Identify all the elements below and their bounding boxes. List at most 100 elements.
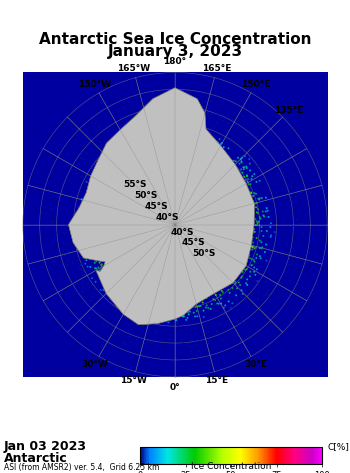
- Point: [108, 272, 114, 279]
- Point: [141, 305, 147, 313]
- Point: [96, 230, 101, 238]
- Point: [122, 120, 128, 127]
- Point: [126, 213, 131, 221]
- Point: [132, 243, 138, 250]
- Point: [118, 193, 124, 201]
- Point: [162, 280, 168, 288]
- Point: [202, 290, 208, 298]
- Point: [201, 269, 206, 276]
- Point: [208, 250, 213, 258]
- Point: [129, 236, 135, 244]
- Point: [136, 303, 141, 311]
- Point: [213, 184, 219, 192]
- Point: [115, 221, 120, 228]
- Point: [116, 269, 121, 277]
- Text: 165°E: 165°E: [202, 64, 231, 73]
- Point: [155, 289, 161, 296]
- Point: [221, 247, 226, 254]
- Point: [198, 150, 204, 158]
- Point: [230, 231, 236, 238]
- Point: [196, 177, 201, 184]
- Point: [90, 186, 95, 193]
- Point: [228, 189, 234, 196]
- Point: [142, 175, 148, 183]
- Text: ASI (from AMSR2) ver. 5.4,  Grid 6.25 km: ASI (from AMSR2) ver. 5.4, Grid 6.25 km: [4, 463, 159, 472]
- Point: [130, 254, 135, 261]
- Point: [88, 238, 93, 246]
- Point: [120, 279, 126, 287]
- Point: [214, 261, 219, 268]
- Point: [140, 187, 145, 194]
- Point: [212, 195, 217, 203]
- Point: [96, 249, 101, 256]
- Point: [104, 205, 110, 212]
- Point: [224, 215, 230, 222]
- Point: [215, 253, 220, 260]
- Point: [236, 232, 241, 240]
- Point: [205, 261, 210, 268]
- Point: [197, 114, 202, 122]
- Point: [224, 180, 229, 188]
- Point: [218, 229, 224, 237]
- Point: [82, 197, 88, 204]
- Point: [206, 133, 212, 141]
- Point: [236, 194, 242, 202]
- Point: [179, 153, 184, 161]
- Point: [217, 191, 223, 198]
- Point: [102, 159, 107, 167]
- Point: [223, 228, 229, 235]
- Point: [134, 155, 140, 162]
- Point: [191, 166, 197, 173]
- Point: [144, 134, 149, 142]
- Point: [105, 179, 111, 186]
- Point: [241, 216, 247, 223]
- Point: [224, 241, 230, 248]
- Point: [118, 247, 124, 255]
- Point: [217, 231, 222, 238]
- Point: [245, 188, 251, 196]
- Point: [120, 220, 125, 228]
- Point: [197, 170, 203, 178]
- Point: [245, 204, 250, 212]
- Point: [145, 310, 150, 317]
- Point: [217, 192, 223, 199]
- Point: [186, 282, 192, 289]
- Point: [215, 198, 220, 205]
- Point: [187, 173, 192, 181]
- Point: [92, 224, 97, 232]
- Point: [158, 288, 163, 295]
- Point: [117, 228, 123, 236]
- Point: [136, 149, 141, 156]
- Point: [114, 170, 120, 178]
- Point: [222, 230, 227, 238]
- Point: [252, 258, 257, 265]
- Point: [114, 178, 120, 186]
- Point: [80, 155, 85, 163]
- Point: [233, 178, 238, 186]
- Point: [113, 168, 119, 176]
- Point: [217, 180, 222, 187]
- Point: [232, 239, 238, 246]
- Point: [148, 294, 154, 302]
- Point: [218, 221, 224, 229]
- Point: [219, 175, 224, 183]
- Point: [121, 174, 126, 181]
- Point: [98, 166, 104, 174]
- Point: [178, 157, 183, 165]
- Point: [208, 177, 213, 185]
- Point: [131, 289, 137, 297]
- Point: [136, 276, 142, 284]
- Point: [234, 258, 239, 266]
- Point: [189, 149, 195, 156]
- Point: [250, 192, 256, 200]
- Point: [222, 183, 228, 190]
- Point: [207, 183, 212, 191]
- Point: [210, 189, 216, 197]
- Point: [82, 265, 87, 272]
- Point: [166, 319, 171, 326]
- Point: [155, 120, 161, 128]
- Point: [216, 199, 222, 206]
- Point: [156, 305, 162, 312]
- Point: [179, 170, 185, 178]
- Point: [210, 254, 215, 261]
